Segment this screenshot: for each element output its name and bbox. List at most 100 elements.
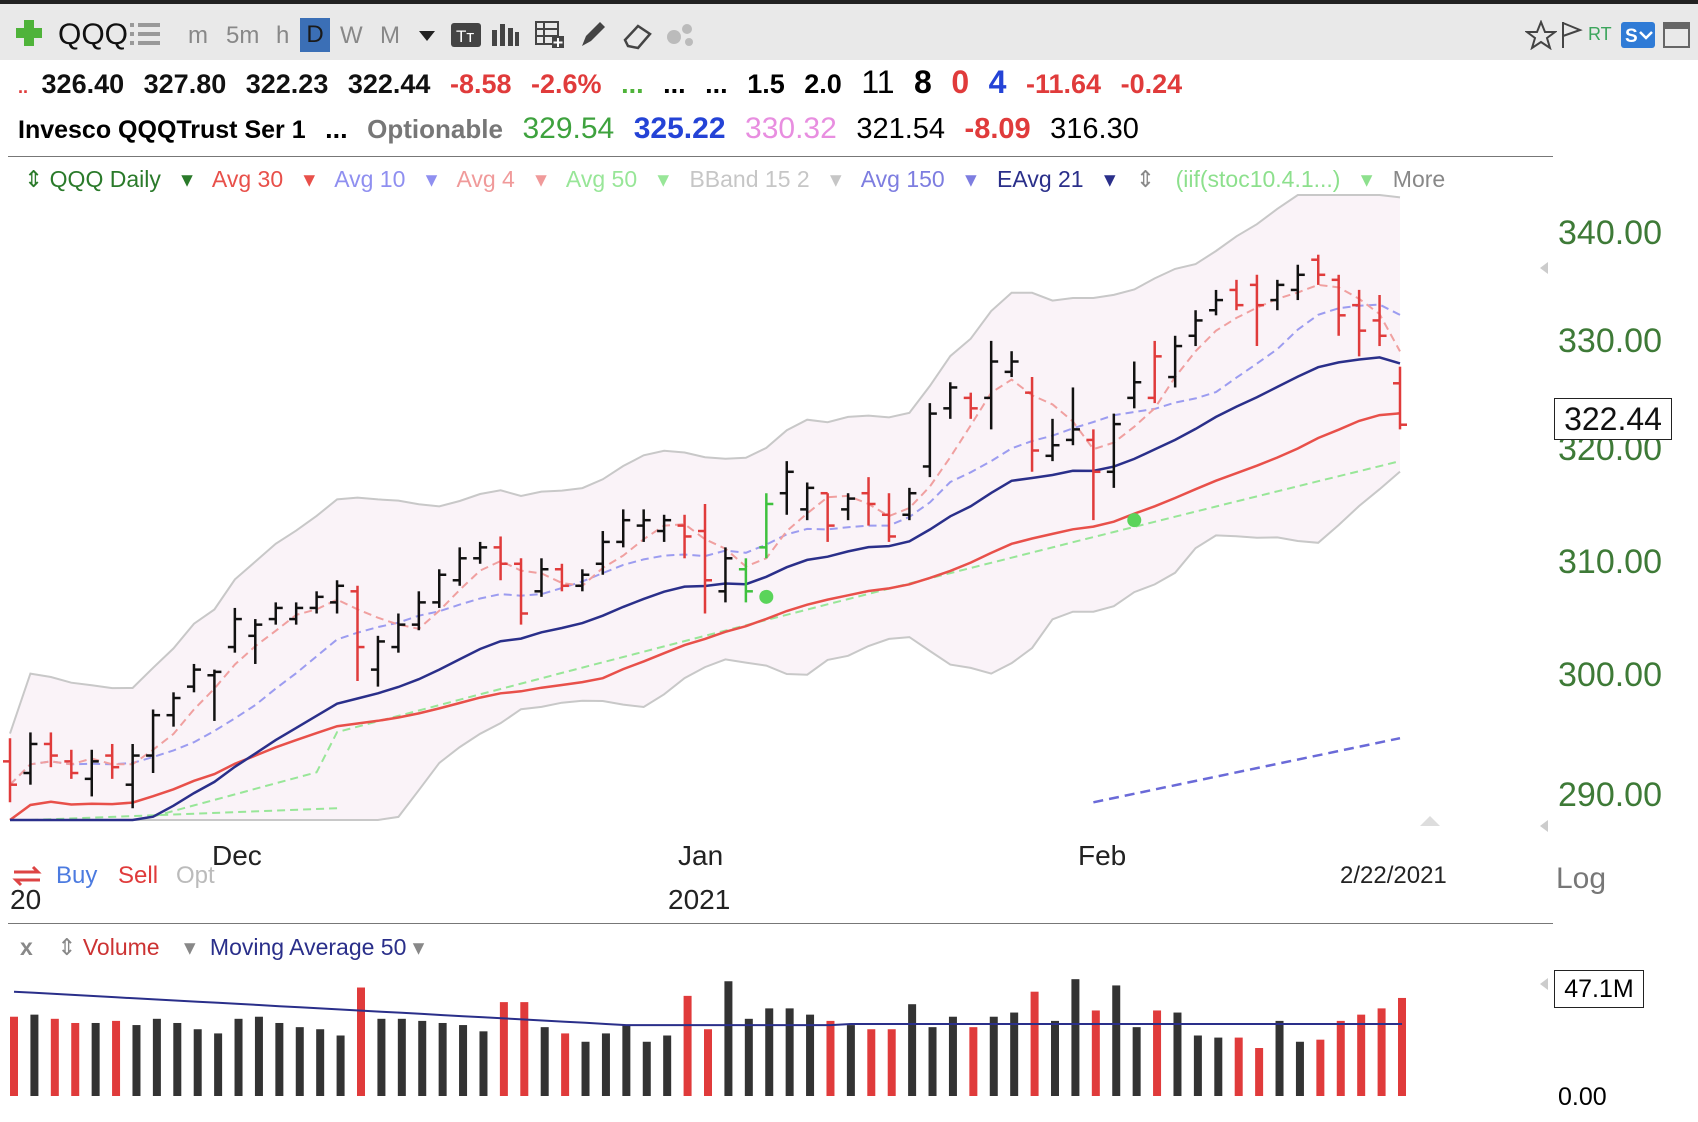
quote-r6: -0.24 [1120,69,1183,99]
volume-bar [948,1016,957,1096]
text-tool-icon[interactable]: Tт [450,20,482,50]
volume-bar [479,1031,488,1096]
interval-month[interactable]: M [380,22,400,49]
volume-bar [663,1035,672,1096]
x-label-dec: Dec [212,840,262,871]
quote-p2: 325.22 [633,112,726,145]
volume-bar [642,1041,651,1096]
quote-r2: 8 [914,64,932,100]
quote-p6: 316.30 [1050,113,1139,145]
volume-bar [581,1041,590,1096]
quote-p1: 329.54 [522,112,615,145]
chart-legend: ⇕ QQQ Daily ▾ Avg 30 ▾ Avg 10 ▾ Avg 4 ▾ … [24,166,1459,193]
flag-icon[interactable] [1560,20,1584,50]
share-icon[interactable]: S [1620,20,1656,50]
volume-bar [234,1018,243,1096]
legend-more[interactable]: More [1392,166,1446,192]
symbol-input[interactable]: QQQ [58,18,129,51]
quote-v1: 1.5 [747,69,785,99]
volume-bar [30,1014,39,1096]
interval-5m[interactable]: 5m [226,22,260,49]
volume-bar [846,1025,855,1096]
volume-bar [1255,1048,1264,1096]
volume-close-button[interactable]: x [20,934,33,960]
legend-avg50[interactable]: Avg 50 ▾ [565,166,670,192]
quote-r5: -11.64 [1025,69,1102,99]
chevron-down-icon[interactable] [418,30,436,42]
volume-dropdown-icon[interactable]: ▾ [183,934,196,960]
y-label-300: 300.00 [1558,656,1662,694]
interval-m[interactable]: m [188,22,208,49]
volume-ma-label[interactable]: Moving Average 50 [209,934,407,960]
legend-avg4[interactable]: Avg 4 ▾ [456,166,547,192]
quote-close: 322.44 [347,69,431,99]
legend-series-label: QQQ Daily [49,166,161,192]
pencil-icon[interactable] [578,18,608,50]
legend-series[interactable]: ⇕ QQQ Daily ▾ [24,166,193,192]
volume-bar [132,1025,141,1096]
volume-bar [540,1027,549,1096]
log-toggle[interactable]: Log [1556,862,1607,895]
volume-legend: x ⇕ Volume ▾ Moving Average 50 ▾ [20,934,424,961]
legend-bband[interactable]: BBand 15 2 ▾ [689,166,842,192]
legend-avg150[interactable]: Avg 150 ▾ [860,166,977,192]
quote-change-pct: -2.6% [531,69,602,99]
window-icon[interactable] [1662,20,1692,50]
volume-bar [826,1020,835,1096]
price-chart-area[interactable] [8,156,1553,862]
quote-dots-1: ... [621,69,644,99]
interval-d-active[interactable]: D [300,18,330,52]
x-label-feb: Feb [1078,840,1127,871]
optionable-label: Optionable [367,114,503,144]
svg-text:S: S [1625,26,1638,47]
volume-bar [336,1035,345,1096]
volume-bar [254,1016,263,1096]
list-icon[interactable] [128,20,162,48]
volume-bar [1316,1039,1325,1096]
settings-dots-icon[interactable] [664,20,700,50]
volume-bar [704,1029,712,1096]
legend-avg4-label: Avg 4 [456,166,515,192]
legend-avg30[interactable]: Avg 30 ▾ [211,166,316,192]
legend-avg10-label: Avg 10 [334,166,406,192]
legend-bband-label: BBand 15 2 [689,166,810,192]
company-name: Invesco QQQTrust Ser 1 [18,116,306,144]
bar-chart-icon[interactable] [490,22,520,48]
add-symbol-icon[interactable] [14,18,44,48]
volume-bar [520,1002,529,1096]
y-label-340: 340.00 [1558,214,1662,252]
interval-h[interactable]: h [276,22,290,49]
volume-bar [1377,1008,1386,1096]
sell-button[interactable]: Sell [118,862,159,889]
star-icon[interactable] [1525,20,1557,50]
volume-bar [1275,1020,1284,1096]
volume-bar [152,1018,161,1096]
legend-iif[interactable]: ⇕ (iif(stoc10.4.1...) ▾ [1135,166,1373,192]
swap-icon[interactable] [10,862,44,890]
quote-open: 326.40 [41,69,125,99]
interval-w[interactable]: W [340,22,363,49]
buy-button[interactable]: Buy [56,862,98,889]
eraser-icon[interactable] [622,20,654,50]
volume-bar [295,1027,304,1096]
volume-ma-dropdown-icon[interactable]: ▾ [412,934,425,960]
volume-bar [418,1020,427,1096]
quote-high: 327.80 [143,69,227,99]
legend-avg10[interactable]: Avg 10 ▾ [334,166,438,192]
signal-dot [1127,513,1142,528]
legend-eavg21[interactable]: EAvg 21 ▾ [997,166,1116,192]
last-price-box: 322.44 [1554,398,1672,440]
volume-handle-icon[interactable]: ⇕ [57,934,83,960]
toolbar: QQQ m 5m h D W M Tт RT S [0,0,1698,60]
volume-bar [601,1033,610,1096]
volume-label[interactable]: Volume [82,934,160,960]
opt-button[interactable]: Opt [176,862,215,889]
volume-bar [397,1018,406,1096]
volume-bar [91,1022,100,1096]
scroll-marker-bottom [1540,820,1548,832]
avg150-line [1093,736,1401,804]
quote-p3: 330.32 [745,112,837,145]
realtime-label[interactable]: RT [1588,24,1612,44]
grid-add-icon[interactable] [534,20,566,50]
